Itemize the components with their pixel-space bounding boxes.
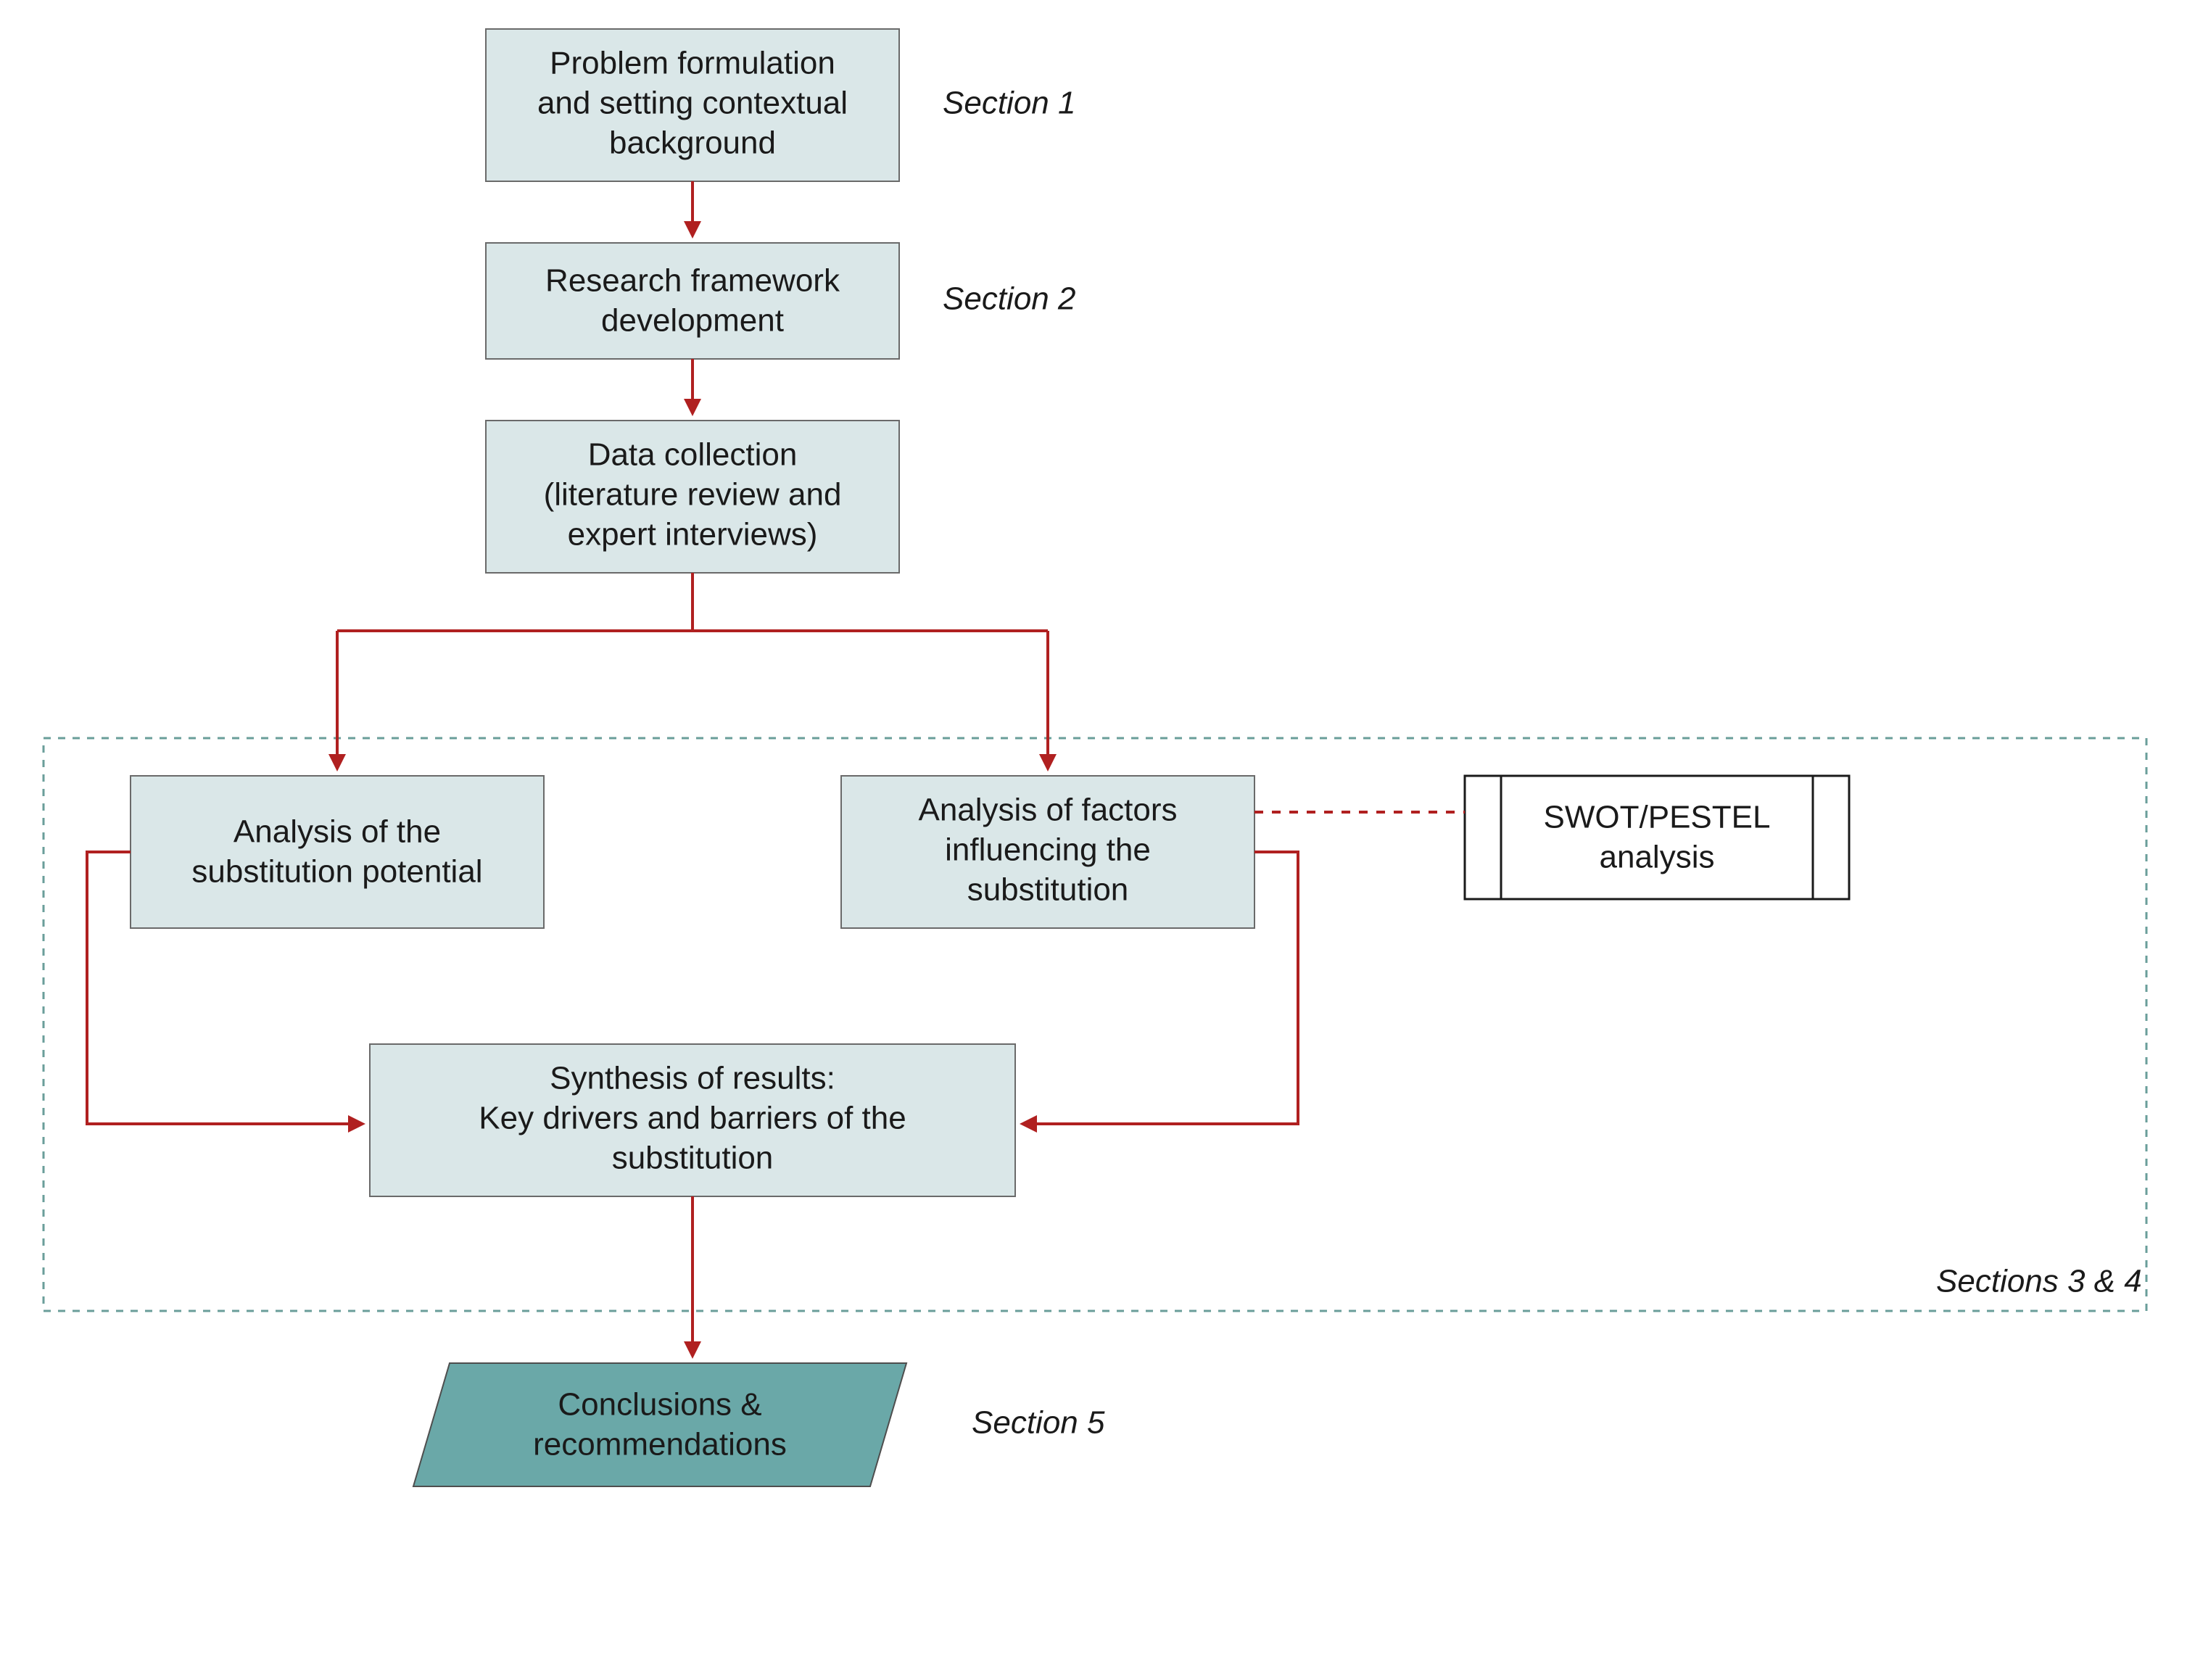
svg-text:SWOT/PESTEL: SWOT/PESTEL [1544, 800, 1771, 835]
node-substitution-potential: Analysis of the substitution potential [131, 776, 544, 928]
svg-text:background: background [609, 125, 776, 161]
svg-text:substitution: substitution [612, 1141, 774, 1176]
node-conclusions: Conclusions & recommendations [413, 1363, 906, 1486]
node-problem-formulation: Problem formulation and setting contextu… [486, 29, 899, 181]
flowchart: Sections 3 & 4 Problem formulation and s… [0, 0, 2195, 1680]
node-swot-pestel: SWOT/PESTEL analysis [1465, 776, 1849, 899]
svg-text:and setting contextual: and setting contextual [537, 86, 848, 121]
svg-text:(literature review and: (literature review and [544, 477, 842, 513]
svg-text:Problem formulation: Problem formulation [550, 46, 835, 81]
node-data-collection: Data collection (literature review and e… [486, 421, 899, 573]
svg-text:Analysis of the: Analysis of the [233, 814, 441, 850]
node-synthesis: Synthesis of results: Key drivers and ba… [370, 1044, 1015, 1196]
svg-text:influencing the: influencing the [945, 832, 1151, 868]
group-label: Sections 3 & 4 [1936, 1264, 2142, 1299]
svg-text:Research framework: Research framework [545, 263, 840, 299]
connector-branch [337, 573, 1048, 754]
node-research-framework: Research framework development [486, 243, 899, 359]
svg-text:development: development [601, 303, 784, 339]
node-factors: Analysis of factors influencing the subs… [841, 776, 1254, 928]
svg-text:substitution: substitution [967, 872, 1129, 908]
svg-text:substitution potential: substitution potential [191, 854, 482, 890]
section-2-label: Section 2 [943, 281, 1075, 317]
svg-text:Synthesis of results:: Synthesis of results: [550, 1061, 835, 1096]
svg-text:expert interviews): expert interviews) [568, 517, 818, 553]
svg-text:analysis: analysis [1600, 840, 1715, 875]
svg-text:Conclusions &: Conclusions & [558, 1387, 761, 1423]
svg-text:Key drivers and barriers of th: Key drivers and barriers of the [479, 1101, 906, 1136]
svg-text:Analysis of factors: Analysis of factors [918, 793, 1177, 828]
svg-text:recommendations: recommendations [533, 1427, 787, 1462]
section-5-label: Section 5 [972, 1405, 1105, 1441]
svg-text:Data collection: Data collection [588, 437, 798, 473]
section-1-label: Section 1 [943, 86, 1075, 121]
